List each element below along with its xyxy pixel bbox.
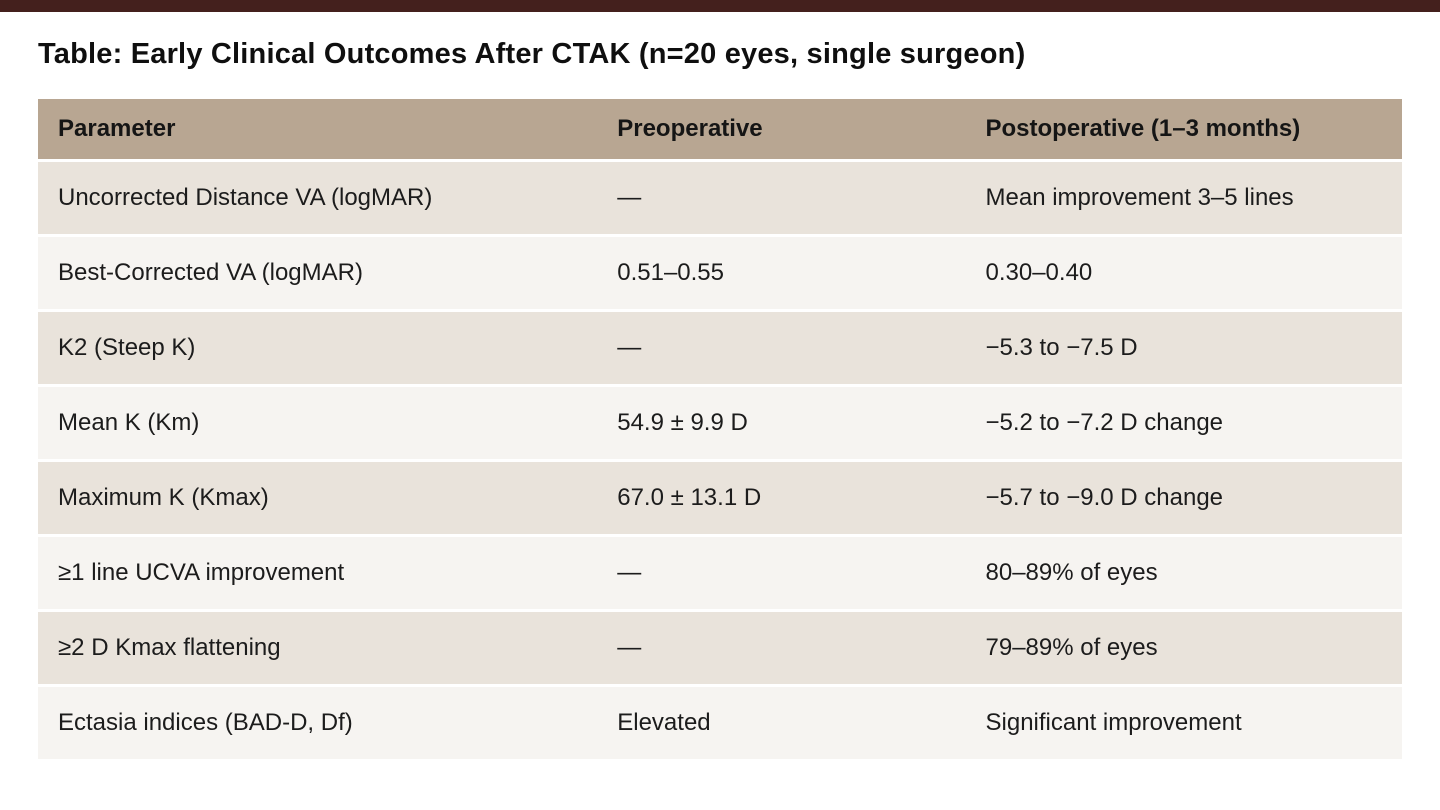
parameter-cell: K2 (Steep K) [38,312,598,384]
table-row: Mean K (Km) 54.9 ± 9.9 D −5.2 to −7.2 D ch… [38,387,1402,459]
parameter-cell: Ectasia indices (BAD-D, Df) [38,687,598,759]
table-row: K2 (Steep K) — −5.3 to −7.5 D [38,312,1402,384]
parameter-cell: Best-Corrected VA (logMAR) [38,237,598,309]
table-row: Maximum K (Kmax) 67.0 ± 13.1 D −5.7 to −9.… [38,462,1402,534]
page-title: Table: Early Clinical Outcomes After CTA… [38,38,1026,70]
header-row: Parameter Preoperative Postoperative (1–… [38,99,1402,159]
parameter-cell: Uncorrected Distance VA (logMAR) [38,162,598,234]
table-row: Uncorrected Distance VA (logMAR) — Mean im… [38,162,1402,234]
preoperative-cell: Elevated [597,687,966,759]
preoperative-cell: 0.51–0.55 [597,237,966,309]
table-row: Ectasia indices (BAD-D, Df) Elevated Signi… [38,687,1402,759]
table-row: Best-Corrected VA (logMAR) 0.51–0.55 0.30–… [38,237,1402,309]
preoperative-cell: — [597,312,966,384]
postoperative-cell: Mean improvement 3–5 lines [965,162,1402,234]
preoperative-cell: 67.0 ± 13.1 D [597,462,966,534]
table-row: ≥2 D Kmax flattening —79–89% of eyes [38,612,1402,684]
postoperative-cell: −5.2 to −7.2 D change [965,387,1402,459]
table-row: ≥1 line UCVA improvement —80–89% of eyes [38,537,1402,609]
postoperative-cell: 80–89% of eyes [965,537,1402,609]
header-preoperative: Preoperative [597,99,966,159]
parameter-cell: ≥2 D Kmax flattening [38,612,598,684]
outcomes-table: Parameter Preoperative Postoperative (1–… [38,96,1402,762]
table-header: Parameter Preoperative Postoperative (1–… [38,99,1402,159]
header-parameter: Parameter [38,99,598,159]
header-postoperative: Postoperative (1–3 months) [965,99,1402,159]
page-content: Table: Early Clinical Outcomes After CTA… [0,38,1440,762]
postoperative-cell: −5.3 to −7.5 D [965,312,1402,384]
preoperative-cell: — [597,162,966,234]
preoperative-cell: — [597,537,966,609]
postoperative-cell: 79–89% of eyes [965,612,1402,684]
parameter-cell: Mean K (Km) [38,387,598,459]
parameter-cell: Maximum K (Kmax) [38,462,598,534]
parameter-cell: ≥1 line UCVA improvement [38,537,598,609]
postoperative-cell: Significant improvement [965,687,1402,759]
postoperative-cell: −5.7 to −9.0 D change [965,462,1402,534]
preoperative-cell: — [597,612,966,684]
top-accent-bar [0,0,1440,12]
table-body: Uncorrected Distance VA (logMAR) — Mean im… [38,162,1402,759]
postoperative-cell: 0.30–0.40 [965,237,1402,309]
preoperative-cell: 54.9 ± 9.9 D [597,387,966,459]
